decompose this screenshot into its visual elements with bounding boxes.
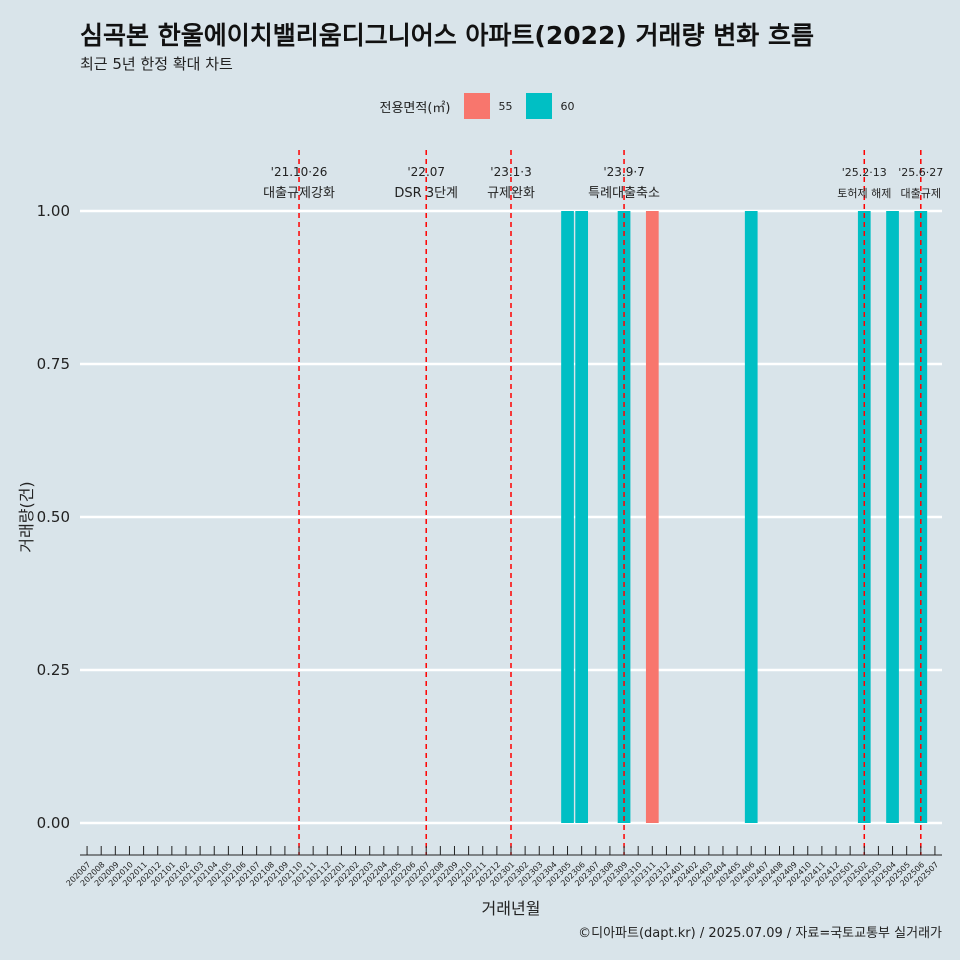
event-date: '23.9·7 <box>603 165 644 179</box>
bar-60-202504 <box>886 211 899 823</box>
event-date: '21.10·26 <box>271 165 328 179</box>
y-tick-label: 1.00 <box>37 202 70 220</box>
x-axis-label: 거래년월 <box>482 899 541 918</box>
legend-title: 전용면적(㎡) <box>379 100 451 116</box>
bar-55-202311 <box>645 211 659 823</box>
legend: 전용면적(㎡) 55 60 <box>0 93 960 119</box>
chart-title: 심곡본 한울에이치밸리움디그니어스 아파트(2022) 거래량 변화 흐름 <box>80 21 814 50</box>
y-tick-label: 0.50 <box>37 508 70 526</box>
event-label: DSR 3단계 <box>394 186 458 201</box>
event-label: 대출규제강화 <box>263 186 335 201</box>
y-tick-label: 0.00 <box>37 814 70 832</box>
y-tick-label: 0.75 <box>37 355 70 373</box>
legend-key-55 <box>464 93 491 119</box>
bar-60-202306 <box>575 211 589 823</box>
caption: ©디아파트(dapt.kr) / 2025.07.09 / 자료=국토교통부 실… <box>578 926 942 941</box>
bar-60-202309 <box>617 211 631 823</box>
event-label: 특례대출축소 <box>588 186 660 201</box>
legend-key-60 <box>526 93 553 119</box>
chart-subtitle: 최근 5년 한정 확대 차트 <box>80 55 233 73</box>
event-label: 대출규제 <box>901 187 941 200</box>
bar-60-202406 <box>744 211 758 823</box>
bar-60-202502 <box>857 211 871 823</box>
event-label: 토허제 해제 <box>837 186 891 200</box>
legend-label-55: 55 <box>498 99 513 113</box>
event-date: '23.1·3 <box>490 165 531 179</box>
y-axis-label: 거래량(건) <box>17 481 36 552</box>
event-date: '25.6·27 <box>898 166 943 179</box>
event-date: '25.2·13 <box>842 166 887 179</box>
bar-60-202305 <box>561 211 574 823</box>
y-tick-label: 0.25 <box>37 661 70 679</box>
bar-60-202506 <box>914 211 928 823</box>
event-date: '22.07 <box>407 165 445 179</box>
event-label: 규제완화 <box>487 186 535 201</box>
legend-label-60: 60 <box>560 99 575 113</box>
